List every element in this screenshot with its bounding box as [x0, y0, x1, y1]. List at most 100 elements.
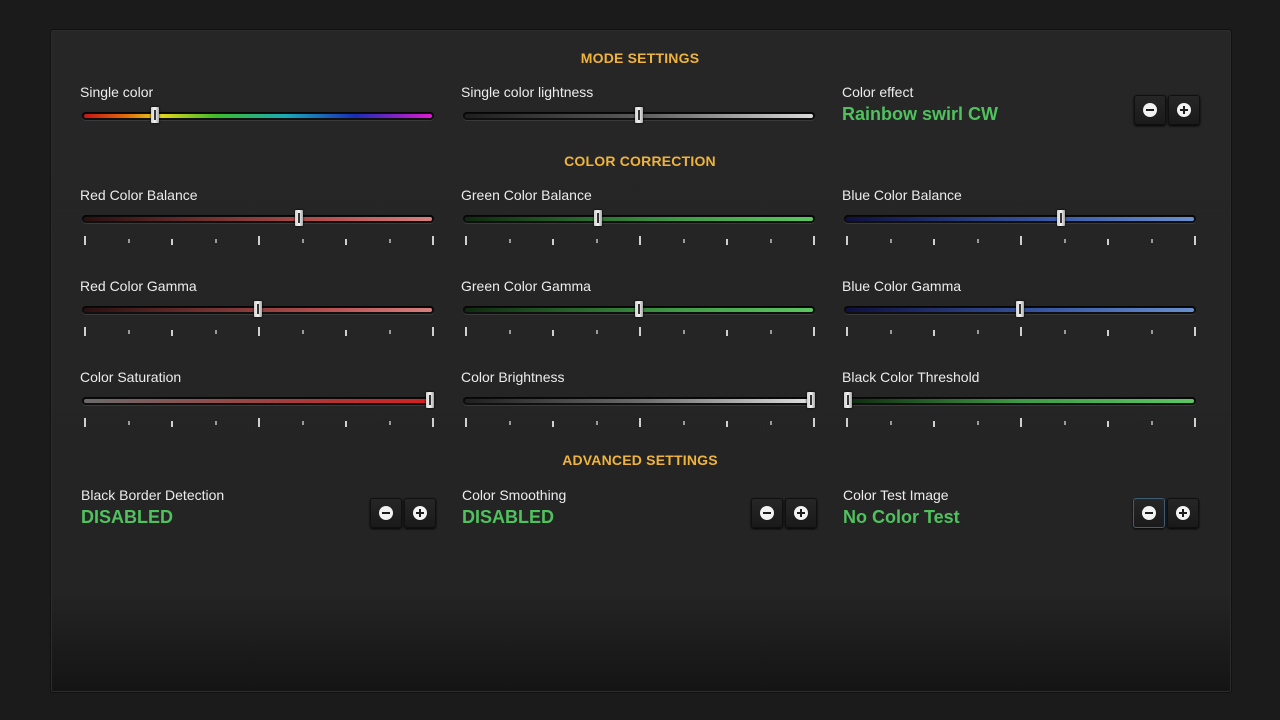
black-border-label: Black Border Detection [81, 487, 225, 503]
saturation-label: Color Saturation [80, 369, 182, 385]
blue-balance-slider[interactable] [844, 210, 1196, 226]
minus-circle-icon [1142, 506, 1156, 520]
single-color-lightness-handle[interactable] [635, 107, 643, 123]
saturation-handle[interactable] [426, 392, 434, 408]
tick-mark [1194, 418, 1196, 427]
tick-mark [84, 327, 86, 336]
tick-mark [388, 330, 391, 334]
single-color-slider[interactable] [82, 107, 434, 123]
color-effect-decrease-button[interactable] [1134, 95, 1166, 125]
tick-mark [595, 421, 598, 425]
tick-mark [214, 330, 217, 334]
brightness-ticks [465, 417, 815, 427]
tick-mark [1150, 421, 1153, 425]
settings-panel [50, 29, 1232, 693]
smoothing-value: DISABLED [462, 507, 555, 527]
blue-gamma-label: Blue Color Gamma [842, 278, 962, 294]
black-threshold-handle[interactable] [844, 392, 852, 408]
test-image-decrease-button[interactable] [1133, 498, 1165, 528]
tick-mark [345, 239, 347, 245]
tick-mark [976, 421, 979, 425]
tick-mark [889, 330, 892, 334]
green-gamma-slider[interactable] [463, 301, 815, 317]
single-color-label: Single color [80, 84, 154, 100]
tick-mark [976, 330, 979, 334]
red-gamma-slider[interactable] [82, 301, 434, 317]
blue-gamma-ticks [846, 326, 1196, 336]
tick-mark [127, 421, 130, 425]
tick-mark [1107, 421, 1109, 427]
black-threshold-slider[interactable] [844, 392, 1196, 408]
single-color-handle[interactable] [150, 107, 159, 123]
tick-mark [813, 327, 815, 336]
red-balance-slider[interactable] [82, 210, 434, 226]
red-gamma-label: Red Color Gamma [80, 278, 197, 294]
saturation-ticks [84, 417, 434, 427]
brightness-slider[interactable] [463, 392, 815, 408]
tick-mark [1107, 330, 1109, 336]
test-image-increase-button[interactable] [1167, 498, 1199, 528]
tick-mark [595, 239, 598, 243]
tick-mark [1150, 239, 1153, 243]
smoothing-label: Color Smoothing [462, 487, 567, 503]
black-threshold-label: Black Color Threshold [842, 369, 980, 385]
tick-mark [301, 421, 304, 425]
test-image-value: No Color Test [843, 507, 960, 527]
tick-mark [1107, 239, 1109, 245]
tick-mark [127, 330, 130, 334]
blue-balance-handle[interactable] [1057, 210, 1066, 226]
minus-circle-icon [760, 506, 774, 520]
tick-mark [1150, 330, 1153, 334]
blue-gamma-slider[interactable] [844, 301, 1196, 317]
red-gamma-handle[interactable] [254, 301, 262, 317]
mode-settings-title: MODE SETTINGS [580, 50, 700, 66]
green-balance-slider[interactable] [463, 210, 815, 226]
brightness-label: Color Brightness [461, 369, 565, 385]
tick-mark [889, 239, 892, 243]
red-balance-handle[interactable] [295, 210, 304, 226]
color-effect-increase-button[interactable] [1168, 95, 1200, 125]
tick-mark [726, 421, 728, 427]
single-color-lightness-label: Single color lightness [461, 84, 594, 100]
plus-circle-icon [413, 506, 427, 520]
tick-mark [301, 330, 304, 334]
tick-mark [171, 421, 173, 427]
tick-mark [508, 239, 511, 243]
single-color-lightness-slider[interactable] [463, 107, 815, 123]
tick-mark [552, 421, 554, 427]
tick-mark [388, 421, 391, 425]
tick-mark [1063, 239, 1066, 243]
tick-mark [214, 421, 217, 425]
smoothing-increase-button[interactable] [785, 498, 817, 528]
tick-mark [214, 239, 217, 243]
tick-mark [301, 239, 304, 243]
plus-circle-icon [1176, 506, 1190, 520]
brightness-handle[interactable] [807, 392, 815, 408]
tick-mark [1020, 418, 1022, 427]
saturation-slider[interactable] [82, 392, 434, 408]
smoothing-decrease-button[interactable] [751, 498, 783, 528]
tick-mark [639, 236, 641, 245]
tick-mark [769, 421, 772, 425]
color-correction-title: COLOR CORRECTION [564, 153, 716, 169]
tick-mark [846, 418, 848, 427]
green-balance-handle[interactable] [593, 210, 602, 226]
blue-balance-ticks [846, 235, 1196, 245]
black-threshold-ticks [846, 417, 1196, 427]
tick-mark [769, 330, 772, 334]
tick-mark [171, 330, 173, 336]
tick-mark [552, 239, 554, 245]
tick-mark [933, 421, 935, 427]
tick-mark [552, 330, 554, 336]
blue-gamma-handle[interactable] [1016, 301, 1024, 317]
black-border-decrease-button[interactable] [370, 498, 402, 528]
green-gamma-handle[interactable] [635, 301, 643, 317]
tick-mark [258, 236, 260, 245]
green-gamma-label: Green Color Gamma [461, 278, 591, 294]
tick-mark [345, 330, 347, 336]
minus-circle-icon [379, 506, 393, 520]
tick-mark [1194, 236, 1196, 245]
black-border-increase-button[interactable] [404, 498, 436, 528]
tick-mark [813, 418, 815, 427]
red-balance-ticks [84, 235, 434, 245]
